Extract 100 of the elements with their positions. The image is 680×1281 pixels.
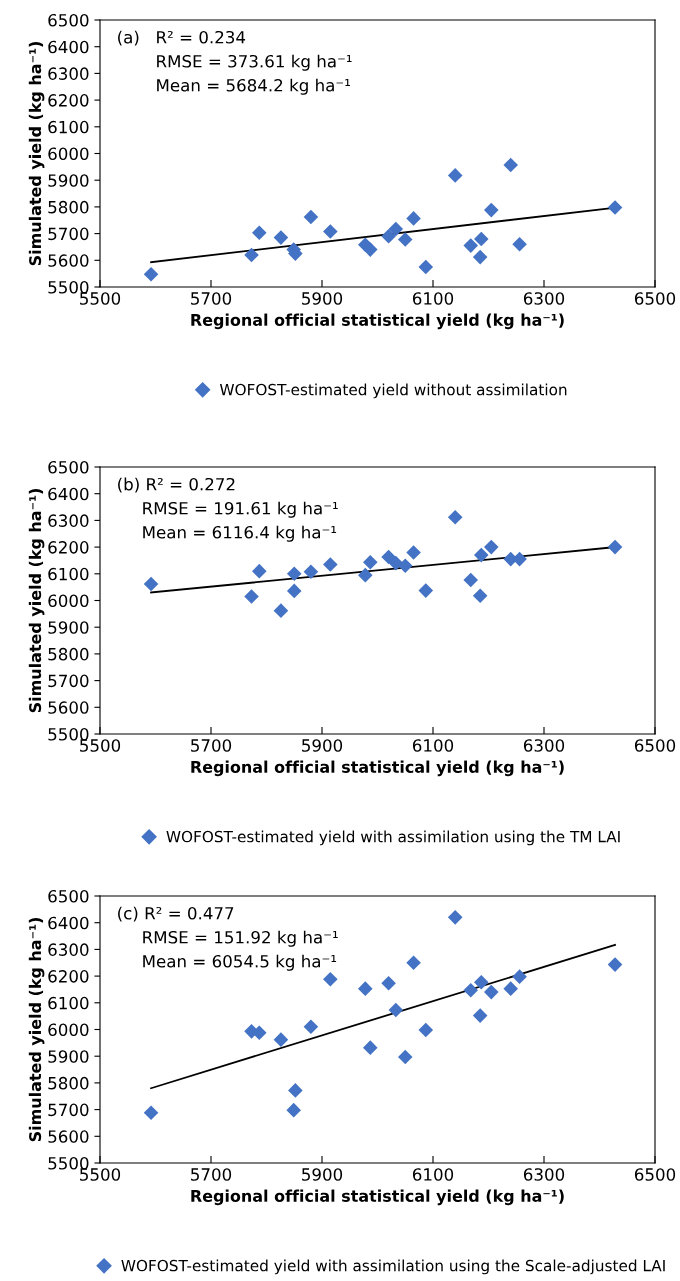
y-axis-title: Simulated yield (kg ha⁻¹) (28, 489, 45, 713)
point (303, 1019, 319, 1035)
annotation: RMSE = 373.61 kg ha⁻¹ (157, 54, 352, 71)
point (252, 225, 267, 241)
x-tick-label: 6500 (634, 739, 676, 752)
y-tick-label: 5700 (48, 1103, 89, 1117)
x-tick-label: 5500 (80, 739, 121, 752)
point (363, 555, 378, 570)
y-tick-label: 6500 (48, 460, 89, 474)
point (286, 1102, 301, 1118)
y-tick-label: 5700 (48, 674, 89, 688)
x-tick-label: 6300 (523, 1168, 565, 1181)
point (512, 237, 527, 252)
point (397, 232, 413, 247)
x-tick-label: 5700 (191, 1168, 232, 1181)
y-tick-label: 6400 (48, 916, 89, 930)
x-axis-title: Regional official statistical yield (kg ha⁻¹) (191, 1189, 564, 1206)
y-tick-label: 5900 (48, 621, 89, 634)
point (607, 200, 623, 215)
annotation: (a) (118, 30, 139, 46)
point (244, 589, 259, 604)
point (483, 202, 499, 218)
point (244, 247, 259, 263)
point (472, 1008, 488, 1023)
point (406, 211, 421, 226)
point (483, 984, 499, 1000)
y-tick-label: 6200 (48, 970, 89, 983)
point (503, 981, 518, 996)
x-tick-label: 6100 (412, 739, 454, 752)
y-tick-label: 5500 (48, 280, 89, 294)
x-tick-label: 5700 (191, 292, 232, 305)
point (418, 259, 434, 275)
y-tick-label: 6300 (48, 67, 89, 80)
point (447, 910, 463, 925)
y-tick-label: 6200 (48, 541, 89, 554)
y-tick-label: 5800 (48, 200, 89, 214)
point (273, 603, 289, 618)
y-axis-title: Simulated yield (kg ha⁻¹) (28, 42, 45, 266)
point (143, 266, 159, 282)
point (607, 957, 623, 972)
point (512, 969, 527, 984)
point (503, 157, 518, 173)
y-tick-label: 6000 (48, 1023, 89, 1037)
y-tick-label: 6300 (48, 514, 89, 527)
point (358, 567, 373, 583)
y-tick-label: 5800 (48, 647, 89, 661)
point (406, 545, 421, 560)
x-tick-label: 5500 (80, 1168, 121, 1181)
point (463, 238, 479, 253)
x-tick-label: 5500 (80, 292, 121, 305)
annotation: R² = 0.234 (157, 30, 246, 44)
point (323, 224, 338, 239)
y-tick-label: 6000 (48, 147, 89, 161)
point (388, 1002, 404, 1018)
x-tick-label: 6500 (634, 1168, 676, 1181)
point (288, 1083, 303, 1098)
point (397, 558, 413, 574)
y-axis-title: Simulated yield (kg ha⁻¹) (28, 918, 45, 1142)
point (143, 1105, 159, 1121)
annotation: (c) R² = 0.477 (118, 906, 234, 922)
x-axis-title: Regional official statistical yield (kg ha⁻¹) (191, 760, 564, 777)
y-tick-label: 5900 (48, 174, 89, 187)
point (381, 976, 396, 991)
y-tick-label: 5500 (48, 727, 89, 741)
point (273, 1032, 289, 1047)
y-tick-label: 5600 (48, 701, 89, 714)
annotation: Mean = 6054.5 kg ha⁻¹ (143, 954, 337, 971)
y-tick-label: 5500 (48, 1156, 89, 1170)
point (303, 209, 319, 225)
point (472, 249, 488, 265)
annotation: RMSE = 191.61 kg ha⁻¹ (143, 501, 338, 518)
y-tick-label: 6500 (48, 889, 89, 903)
y-tick-label: 5600 (48, 1130, 89, 1143)
point (363, 242, 378, 257)
legend-label: WOFOST-estimated yield with assimilation using the Scale-adjusted LAI (121, 1259, 665, 1275)
point (323, 972, 338, 987)
point (447, 509, 463, 525)
x-tick-label: 6100 (412, 1168, 454, 1181)
legend-label: WOFOST-estimated yield without assimilation (219, 383, 567, 399)
point (472, 588, 488, 603)
point (418, 583, 434, 598)
point (286, 566, 302, 582)
point (363, 1040, 378, 1055)
point (303, 564, 319, 579)
y-tick-label: 6400 (48, 487, 89, 501)
point (463, 572, 479, 588)
point (463, 982, 479, 998)
point (273, 230, 289, 245)
x-tick-label: 5900 (302, 292, 343, 305)
point (381, 228, 396, 244)
point (474, 231, 489, 247)
point (607, 539, 623, 555)
point (388, 221, 404, 237)
point (406, 955, 421, 971)
x-tick-label: 5700 (191, 739, 232, 752)
point (474, 974, 489, 990)
y-tick-label: 6100 (48, 996, 89, 1010)
y-tick-label: 5600 (48, 254, 89, 267)
point (474, 547, 489, 563)
y-tick-label: 6100 (48, 567, 89, 581)
